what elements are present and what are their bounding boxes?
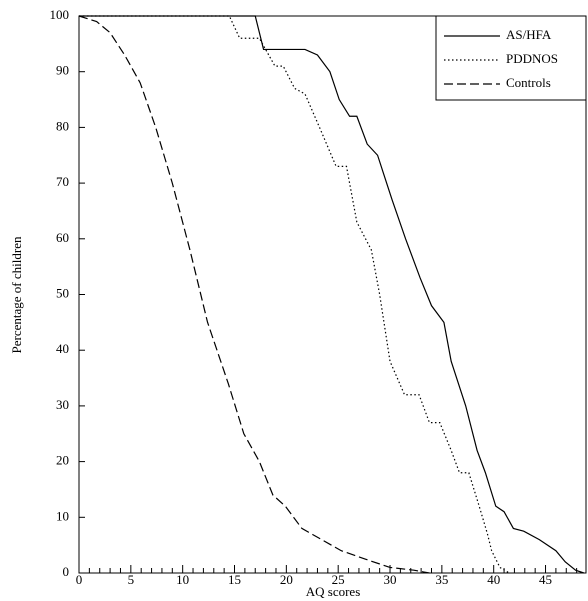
y-axis-label: Percentage of children (9, 236, 24, 353)
x-tick-label: 40 (487, 572, 500, 587)
legend-box (435, 15, 587, 101)
x-axis-label: AQ scores (306, 584, 361, 599)
x-tick-label: 45 (539, 572, 552, 587)
y-tick-label: 60 (56, 230, 69, 245)
data-line (79, 15, 510, 574)
x-tick-label: 10 (176, 572, 189, 587)
y-tick-label: 100 (50, 7, 70, 22)
y-tick-label: 20 (56, 453, 69, 468)
data-line (79, 15, 585, 574)
y-tick-label: 50 (56, 285, 69, 300)
x-tick-label: 15 (228, 572, 241, 587)
x-tick-label: 20 (280, 572, 293, 587)
legend-label: AS/HFA (506, 27, 552, 42)
legend-label: Controls (506, 75, 551, 90)
data-line (78, 15, 430, 574)
y-tick-label: 10 (56, 508, 69, 523)
y-tick-label: 30 (56, 397, 69, 412)
x-tick-label: 30 (384, 572, 397, 587)
x-tick-label: 35 (435, 572, 448, 587)
legend-label: PDDNOS (506, 51, 558, 66)
x-tick-label: 5 (128, 572, 135, 587)
x-tick-label: 0 (76, 572, 83, 587)
y-tick-label: 90 (56, 63, 69, 78)
y-tick-label: 0 (63, 564, 70, 579)
x-tick-label: 25 (332, 572, 345, 587)
y-tick-label: 80 (56, 118, 69, 133)
y-tick-label: 70 (56, 174, 69, 189)
y-tick-label: 40 (56, 341, 69, 356)
